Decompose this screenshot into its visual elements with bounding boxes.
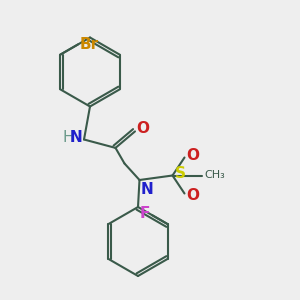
Text: F: F	[140, 206, 150, 221]
Text: O: O	[186, 148, 199, 164]
Text: N: N	[70, 130, 83, 146]
Text: O: O	[186, 188, 199, 202]
Text: CH₃: CH₃	[204, 170, 225, 180]
Text: S: S	[175, 166, 186, 181]
Text: Br: Br	[80, 37, 99, 52]
Text: H: H	[62, 130, 74, 146]
Text: N: N	[141, 182, 154, 196]
Text: O: O	[136, 122, 149, 136]
